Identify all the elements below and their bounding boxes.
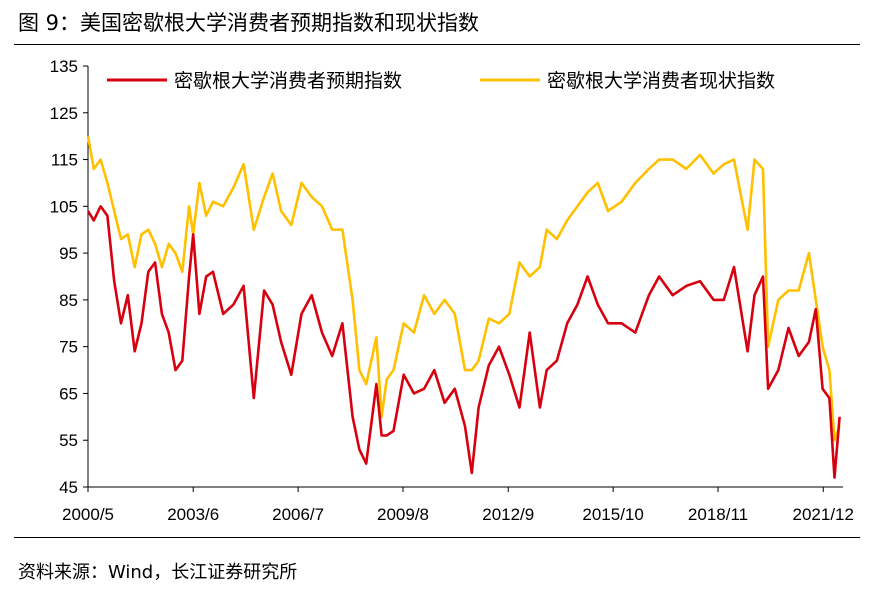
y-tick-label: 125 <box>50 104 78 123</box>
x-tick-label: 2009/8 <box>377 505 429 524</box>
chart-lines <box>86 135 841 479</box>
expectations-index-line <box>86 205 841 479</box>
source-rule <box>14 537 860 538</box>
chart-axes: 45 55 65 75 85 95 105 115 125 135 2000/5 2003/6 2006… <box>50 57 854 524</box>
y-tick-label: 65 <box>59 384 78 403</box>
current-index-line <box>86 135 841 442</box>
y-tick-label: 85 <box>59 291 78 310</box>
y-tick-label: 115 <box>51 151 78 170</box>
x-tick-label: 2021/12 <box>793 505 854 524</box>
legend-label-current: 密歇根大学消费者现状指数 <box>547 70 775 92</box>
chart-legend: 密歇根大学消费者预期指数 密歇根大学消费者现状指数 <box>107 70 775 92</box>
line-chart: 45 55 65 75 85 95 105 115 125 135 2000/5 2003/6 2006… <box>50 57 854 524</box>
y-tick-label: 45 <box>59 478 78 497</box>
figure-title-text: 美国密歇根大学消费者预期指数和现状指数 <box>80 11 480 35</box>
x-tick-label: 2006/7 <box>272 505 324 524</box>
y-tick-label: 95 <box>59 244 78 263</box>
y-tick-label: 75 <box>59 338 78 357</box>
x-tick-label: 2000/5 <box>62 505 114 524</box>
legend-label-expectations: 密歇根大学消费者预期指数 <box>174 70 402 92</box>
y-tick-label: 55 <box>59 431 78 450</box>
figure-label: 图 9： <box>18 11 81 35</box>
source-note: 资料来源：Wind，长江证券研究所 <box>18 562 298 583</box>
x-tick-label: 2012/9 <box>482 505 534 524</box>
x-tick-label: 2015/10 <box>582 505 643 524</box>
x-tick-label: 2003/6 <box>167 505 219 524</box>
y-tick-label: 135 <box>50 57 78 76</box>
title-rule <box>14 44 860 45</box>
figure-title: 图 9：美国密歇根大学消费者预期指数和现状指数 <box>18 8 479 38</box>
x-tick-label: 2018/11 <box>688 505 748 524</box>
y-tick-label: 105 <box>50 197 78 216</box>
